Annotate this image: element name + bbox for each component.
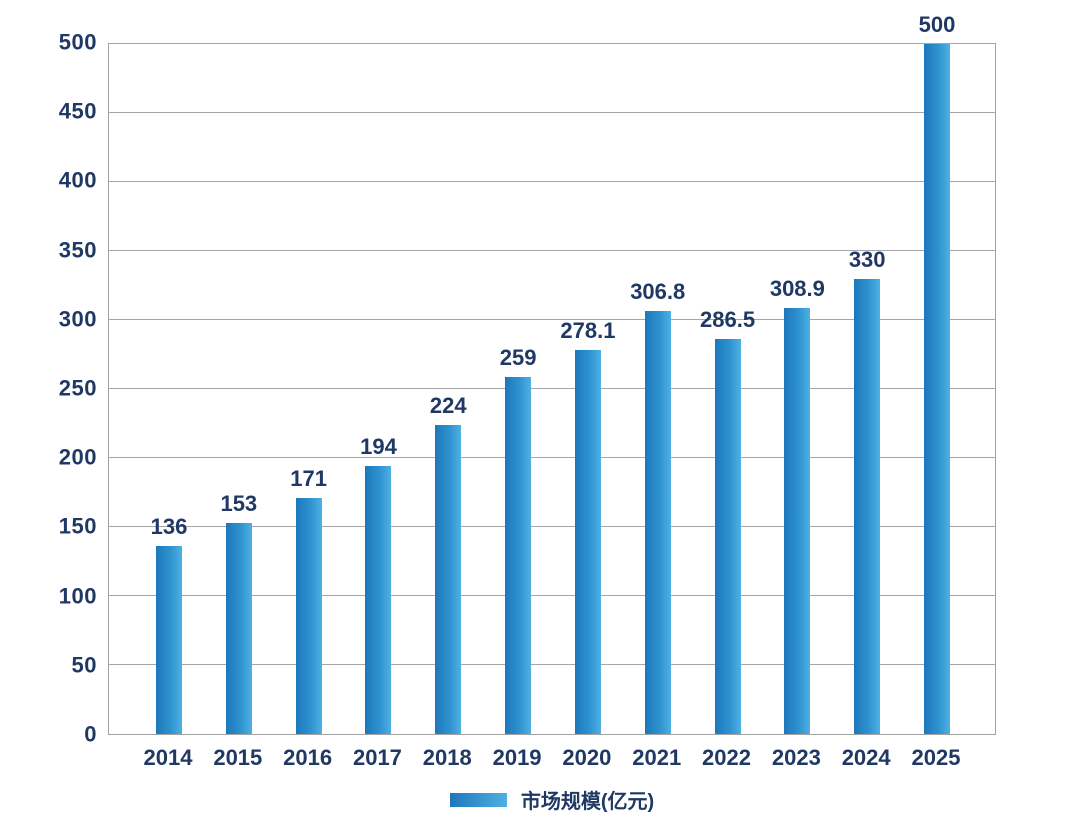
y-axis: 0 50 100 150 200 250 300 350 400 450 500 <box>0 29 97 746</box>
gridline <box>109 250 995 251</box>
bar-value-label: 500 <box>918 12 956 37</box>
bar <box>574 350 601 734</box>
x-tick-label: 2014 <box>143 745 193 770</box>
bar-value-label: 171 <box>290 466 327 492</box>
bar <box>714 338 741 734</box>
y-tick-label: 300 <box>58 306 97 332</box>
gridline <box>109 388 995 389</box>
x-tick-label: 2019 <box>492 745 542 770</box>
gridline <box>109 319 995 320</box>
gridline <box>109 112 995 113</box>
x-axis: 2014 2015 2016 2017 2018 2019 2020 2021 2022 2023… <box>108 745 996 774</box>
gridline <box>109 664 995 665</box>
bar <box>225 522 252 734</box>
gridline <box>109 526 995 527</box>
plot-area: 136 153 171 194 224 259 278.1 306.8 286.5 308.9 33… <box>108 14 996 735</box>
x-tick-label: 2023 <box>771 745 821 770</box>
x-tick-label: 2018 <box>422 745 472 770</box>
x-tick-label: 2017 <box>352 745 402 770</box>
gridline <box>109 181 995 182</box>
gridline <box>109 457 995 458</box>
bar <box>365 466 392 734</box>
bar <box>295 498 322 734</box>
y-tick-label: 350 <box>58 237 97 263</box>
x-tick-label: 2016 <box>283 745 333 770</box>
x-tick-label: 2020 <box>562 745 612 770</box>
bar <box>435 424 462 734</box>
bar-value-label: 224 <box>429 392 467 418</box>
gridline <box>109 595 995 596</box>
x-tick-label: 2024 <box>841 745 891 770</box>
bar-value-label: 286.5 <box>700 306 756 332</box>
legend-swatch-icon <box>449 792 507 807</box>
bar <box>644 310 671 734</box>
bar <box>924 44 950 734</box>
y-tick-label: 100 <box>58 583 97 609</box>
bar-value-label: 278.1 <box>560 318 616 344</box>
y-tick-label: 0 <box>84 721 97 747</box>
y-tick-label: 50 <box>71 652 97 678</box>
legend: 市场规模(亿元) <box>0 785 1080 814</box>
bar <box>854 278 881 734</box>
x-tick-label: 2021 <box>632 745 682 770</box>
y-tick-label: 250 <box>58 375 97 401</box>
y-tick-label: 200 <box>58 444 97 470</box>
bar-value-label: 153 <box>220 490 258 516</box>
bar-value-label: 308.9 <box>769 275 825 301</box>
bar-value-label: 136 <box>150 514 188 540</box>
y-tick-label: 150 <box>58 513 97 539</box>
legend-series-label: 市场规模(亿元) <box>520 791 655 813</box>
bar-value-label: 194 <box>360 434 397 460</box>
bar <box>156 546 182 734</box>
bar <box>505 376 532 734</box>
bar-value-label: 330 <box>848 246 886 272</box>
x-tick-label: 2025 <box>911 745 961 770</box>
y-tick-label: 450 <box>58 98 97 124</box>
bar-value-label: 306.8 <box>630 278 686 304</box>
y-tick-label: 400 <box>58 167 97 193</box>
x-tick-label: 2015 <box>213 745 263 770</box>
y-tick-label: 500 <box>58 29 97 55</box>
bar-value-label: 259 <box>499 344 537 370</box>
x-tick-label: 2022 <box>702 745 751 770</box>
bar <box>784 307 811 734</box>
